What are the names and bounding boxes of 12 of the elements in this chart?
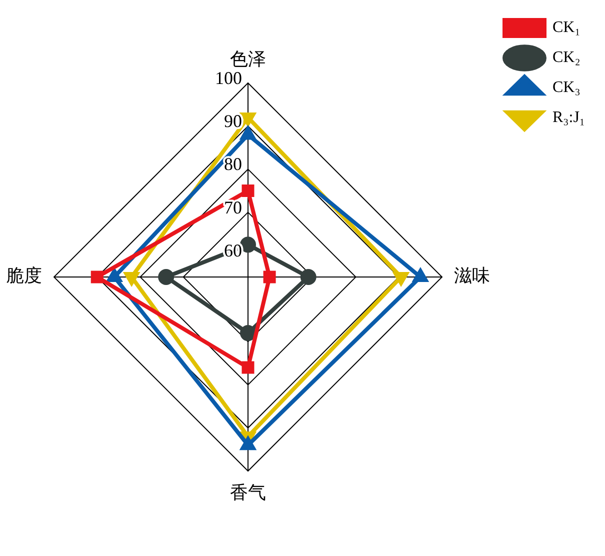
- legend-label: CK₃: [552, 79, 580, 96]
- legend-label: R₃:J₁: [552, 109, 585, 126]
- y-tick-label: 90: [224, 111, 242, 132]
- spoke-label: 香气: [230, 482, 266, 503]
- legend-label: CK₁: [552, 19, 580, 36]
- spoke-label: 滋味: [454, 266, 490, 286]
- spoke-label: 脆度: [6, 266, 42, 286]
- spoke-label: 色泽: [230, 48, 266, 69]
- legend-label: CK₂: [552, 49, 580, 66]
- y-tick-label: 70: [224, 197, 242, 218]
- y-tick-label: 100: [215, 68, 242, 88]
- y-tick-label: 80: [224, 154, 242, 174]
